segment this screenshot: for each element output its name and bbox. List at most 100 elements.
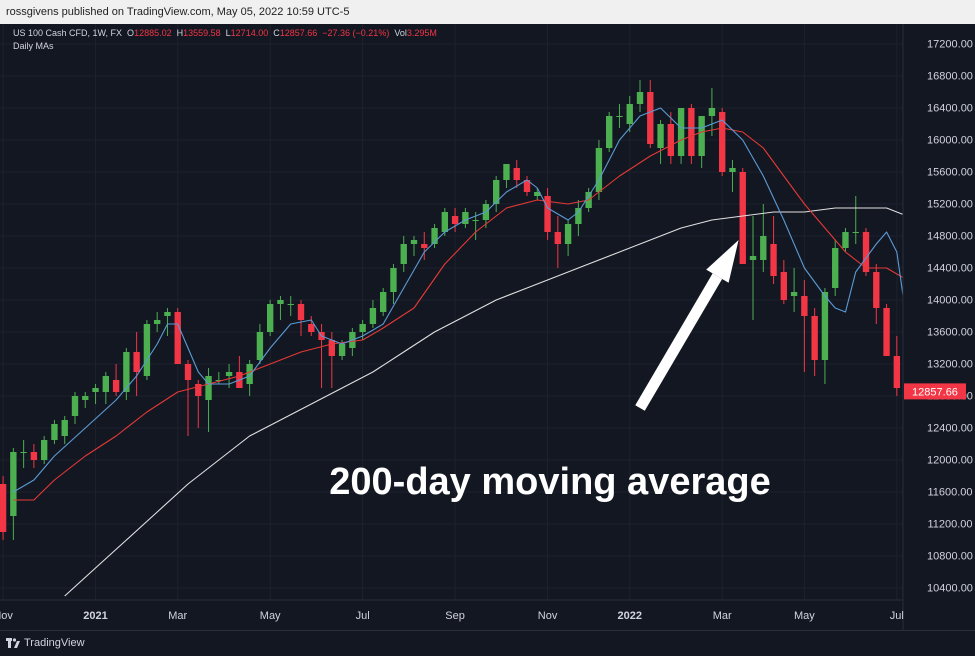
candle-down: [308, 324, 315, 332]
candle-up: [338, 344, 346, 356]
candle-up: [636, 92, 644, 104]
candle-down: [862, 232, 870, 272]
annotation-arrow: [635, 240, 739, 411]
candle-up: [40, 440, 48, 460]
candle-up: [256, 332, 264, 360]
chart-area[interactable]: 10400.00 10800.00 11200.00 11600.00 12000.00…: [0, 24, 975, 630]
candle-up: [61, 420, 68, 436]
candle-down: [811, 316, 818, 360]
candle-up: [441, 212, 449, 232]
candle-down: [719, 112, 726, 172]
price-axis[interactable]: 10400.00 10800.00 11200.00 11600.00 12000.00…: [904, 39, 973, 595]
candle-down: [513, 168, 520, 180]
candle-up: [534, 192, 541, 196]
candle-up: [503, 164, 510, 180]
candle-down: [451, 216, 459, 224]
candle-down: [30, 452, 38, 460]
x-tick-label: Jul: [356, 610, 370, 622]
candle-down: [544, 196, 551, 232]
candle-down: [770, 244, 777, 276]
x-tick-label: Jul: [890, 610, 904, 622]
candle-up: [616, 116, 623, 117]
candle-up: [153, 320, 161, 324]
candle-up: [20, 452, 27, 453]
annotation-text: 200-day moving average: [329, 461, 770, 503]
candle-up: [606, 116, 613, 148]
candle-down: [667, 124, 675, 156]
legend-l-value: 12714.00: [231, 28, 269, 38]
price-chart[interactable]: 10400.00 10800.00 11200.00 11600.00 12000.00…: [0, 24, 975, 630]
candle-up: [410, 240, 418, 244]
candle-down: [873, 272, 880, 308]
candle-down: [780, 272, 788, 300]
x-tick-label: 2022: [617, 610, 641, 622]
y-tick-label: 15600.00: [927, 167, 973, 179]
arrow-head: [706, 240, 739, 283]
y-tick-label: 14800.00: [927, 231, 973, 243]
candle-up: [390, 268, 397, 292]
candle-up: [225, 372, 233, 376]
candle-up: [102, 376, 109, 392]
candle-up: [400, 244, 407, 264]
candle-up: [749, 256, 757, 260]
y-tick-label: 16400.00: [927, 103, 973, 115]
legend: US 100 Cash CFD, 1W, FX O12885.02 H13559.5…: [13, 28, 437, 51]
candle-down: [893, 356, 901, 388]
x-tick-label: Mar: [168, 610, 187, 622]
candle-down: [688, 108, 695, 156]
candle-up: [595, 148, 603, 192]
y-tick-label: 16800.00: [927, 71, 973, 83]
candle-down: [647, 92, 654, 144]
candle-up: [462, 212, 469, 224]
y-tick-label: 10800.00: [927, 551, 973, 563]
candle-up: [575, 208, 582, 224]
last-price-tag: [904, 383, 966, 400]
candle-up: [821, 292, 829, 360]
candle-up: [472, 220, 479, 221]
candle-up: [677, 108, 685, 156]
published-header: rossgivens published on TradingView.com,…: [0, 0, 975, 24]
ma-200-line: [64, 207, 908, 597]
moving-averages: [13, 107, 918, 597]
candle-up: [379, 292, 387, 312]
candle-up: [842, 232, 849, 248]
candle-up: [832, 248, 839, 288]
candle-up: [143, 324, 151, 376]
candle-down: [328, 340, 336, 356]
candle-down: [801, 296, 808, 316]
candle-down: [133, 352, 140, 372]
footer-brand: TradingView: [24, 637, 85, 649]
y-tick-label: 13600.00: [927, 327, 973, 339]
x-tick-label: May: [794, 610, 815, 622]
legend-c-value: 12857.66: [280, 28, 318, 38]
candle-down: [739, 172, 746, 264]
time-axis[interactable]: Nov 2021 Mar May Jul Sep Nov 2022 Mar May Jul: [0, 610, 904, 622]
legend-o-label: O: [127, 28, 134, 38]
last-price-label: 12857.66: [912, 386, 958, 398]
y-tick-label: 11200.00: [927, 519, 972, 531]
candle-down: [554, 232, 562, 244]
candle-up: [164, 312, 171, 316]
legend-c-label: C: [273, 28, 280, 38]
y-tick-label: 10400.00: [927, 583, 973, 595]
candle-up: [708, 108, 716, 116]
ma-mid-line: [13, 127, 918, 501]
candle-up: [852, 232, 859, 233]
candle-up: [493, 180, 500, 204]
x-tick-label: May: [260, 610, 281, 622]
footer: TradingView: [0, 630, 975, 655]
y-tick-label: 11600.00: [927, 487, 972, 499]
candle-down: [297, 304, 305, 320]
candle-up: [359, 324, 366, 332]
candle-up: [698, 116, 705, 156]
legend-vol-label: Vol: [394, 28, 407, 38]
candle-up: [287, 304, 294, 305]
y-tick-label: 15200.00: [927, 199, 973, 211]
candle-up: [369, 308, 377, 324]
y-tick-label: 16000.00: [927, 135, 973, 147]
y-tick-label: 13200.00: [927, 359, 973, 371]
candle-up: [790, 292, 798, 296]
candle-down: [421, 244, 428, 248]
y-tick-label: 14000.00: [927, 295, 973, 307]
